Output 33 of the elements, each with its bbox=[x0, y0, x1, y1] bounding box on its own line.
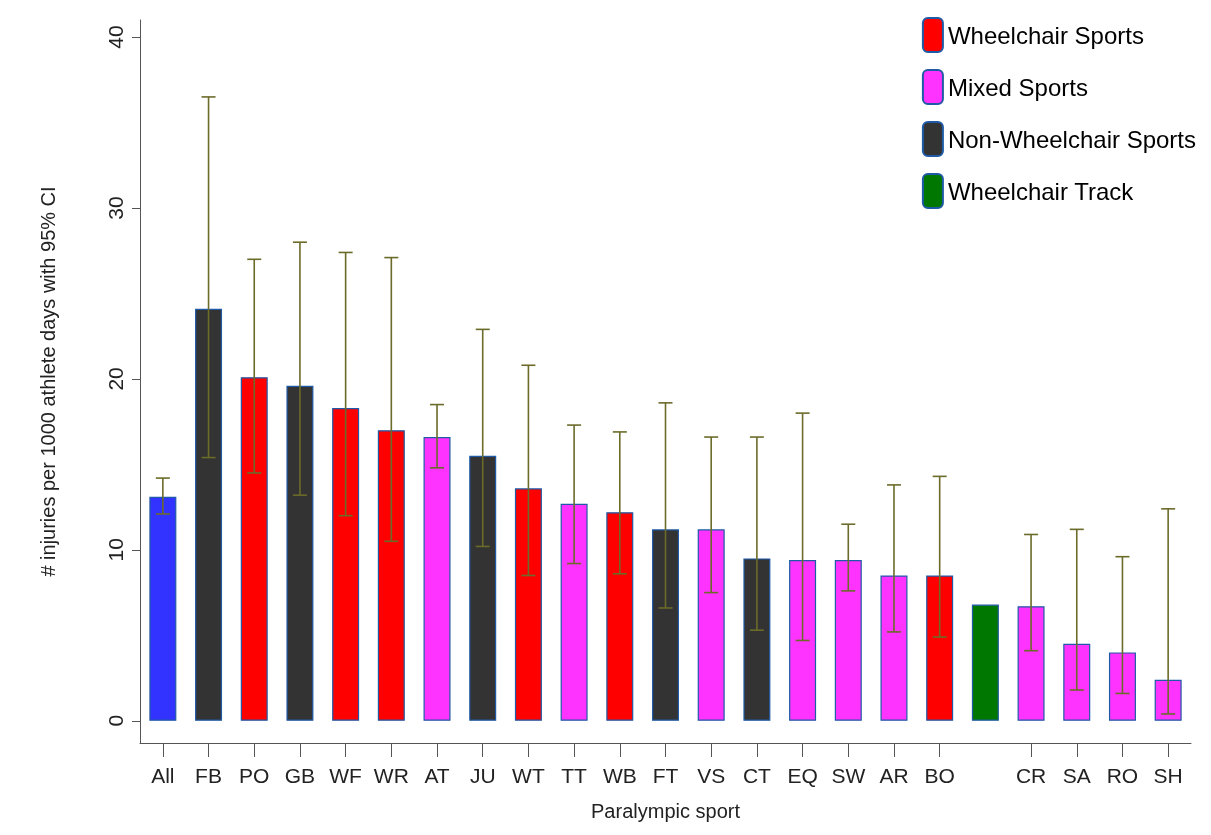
x-tick-label: VS bbox=[697, 764, 726, 787]
x-tick-label: SA bbox=[1062, 764, 1091, 787]
x-tick-label: WT bbox=[512, 764, 545, 787]
y-axis-title: # injuries per 1000 athlete days with 95% CI bbox=[37, 186, 59, 577]
y-tick-label: 40 bbox=[104, 25, 127, 49]
y-tick-label: 0 bbox=[104, 714, 127, 727]
x-tick-label: TT bbox=[561, 764, 588, 787]
x-tick-label: EQ bbox=[787, 764, 818, 787]
x-tick-label: BO bbox=[924, 764, 955, 787]
x-tick-label: SW bbox=[831, 764, 866, 787]
x-tick-label: SH bbox=[1153, 764, 1183, 787]
x-tick-label: CR bbox=[1015, 764, 1047, 787]
x-tick-label: CT bbox=[742, 764, 772, 787]
x-tick-label: FB bbox=[195, 764, 222, 787]
y-tick-label: 10 bbox=[104, 538, 127, 562]
y-tick-label: 30 bbox=[104, 196, 127, 220]
legend-label: Wheelchair Track bbox=[947, 177, 1135, 205]
x-tick-label: FT bbox=[652, 764, 679, 787]
x-tick-label: JU bbox=[469, 764, 496, 787]
x-tick-label: RO bbox=[1106, 764, 1139, 787]
x-tick-label: WB bbox=[602, 764, 637, 787]
x-tick-label: GB bbox=[284, 764, 316, 787]
x-tick-label: PO bbox=[239, 764, 270, 787]
legend-label: Non-Wheelchair Sports bbox=[947, 125, 1197, 153]
x-tick-label: WF bbox=[329, 764, 362, 787]
x-tick-label: AR bbox=[879, 764, 909, 787]
x-tick-label: All bbox=[151, 764, 175, 787]
legend-label: Wheelchair Sports bbox=[947, 21, 1144, 49]
y-tick-label: 20 bbox=[104, 367, 127, 391]
x-tick-label: AT bbox=[424, 764, 450, 787]
legend-label: Mixed Sports bbox=[947, 73, 1088, 101]
x-axis-title: Paralympic sport bbox=[591, 800, 741, 822]
x-tick-label: WR bbox=[373, 764, 409, 787]
